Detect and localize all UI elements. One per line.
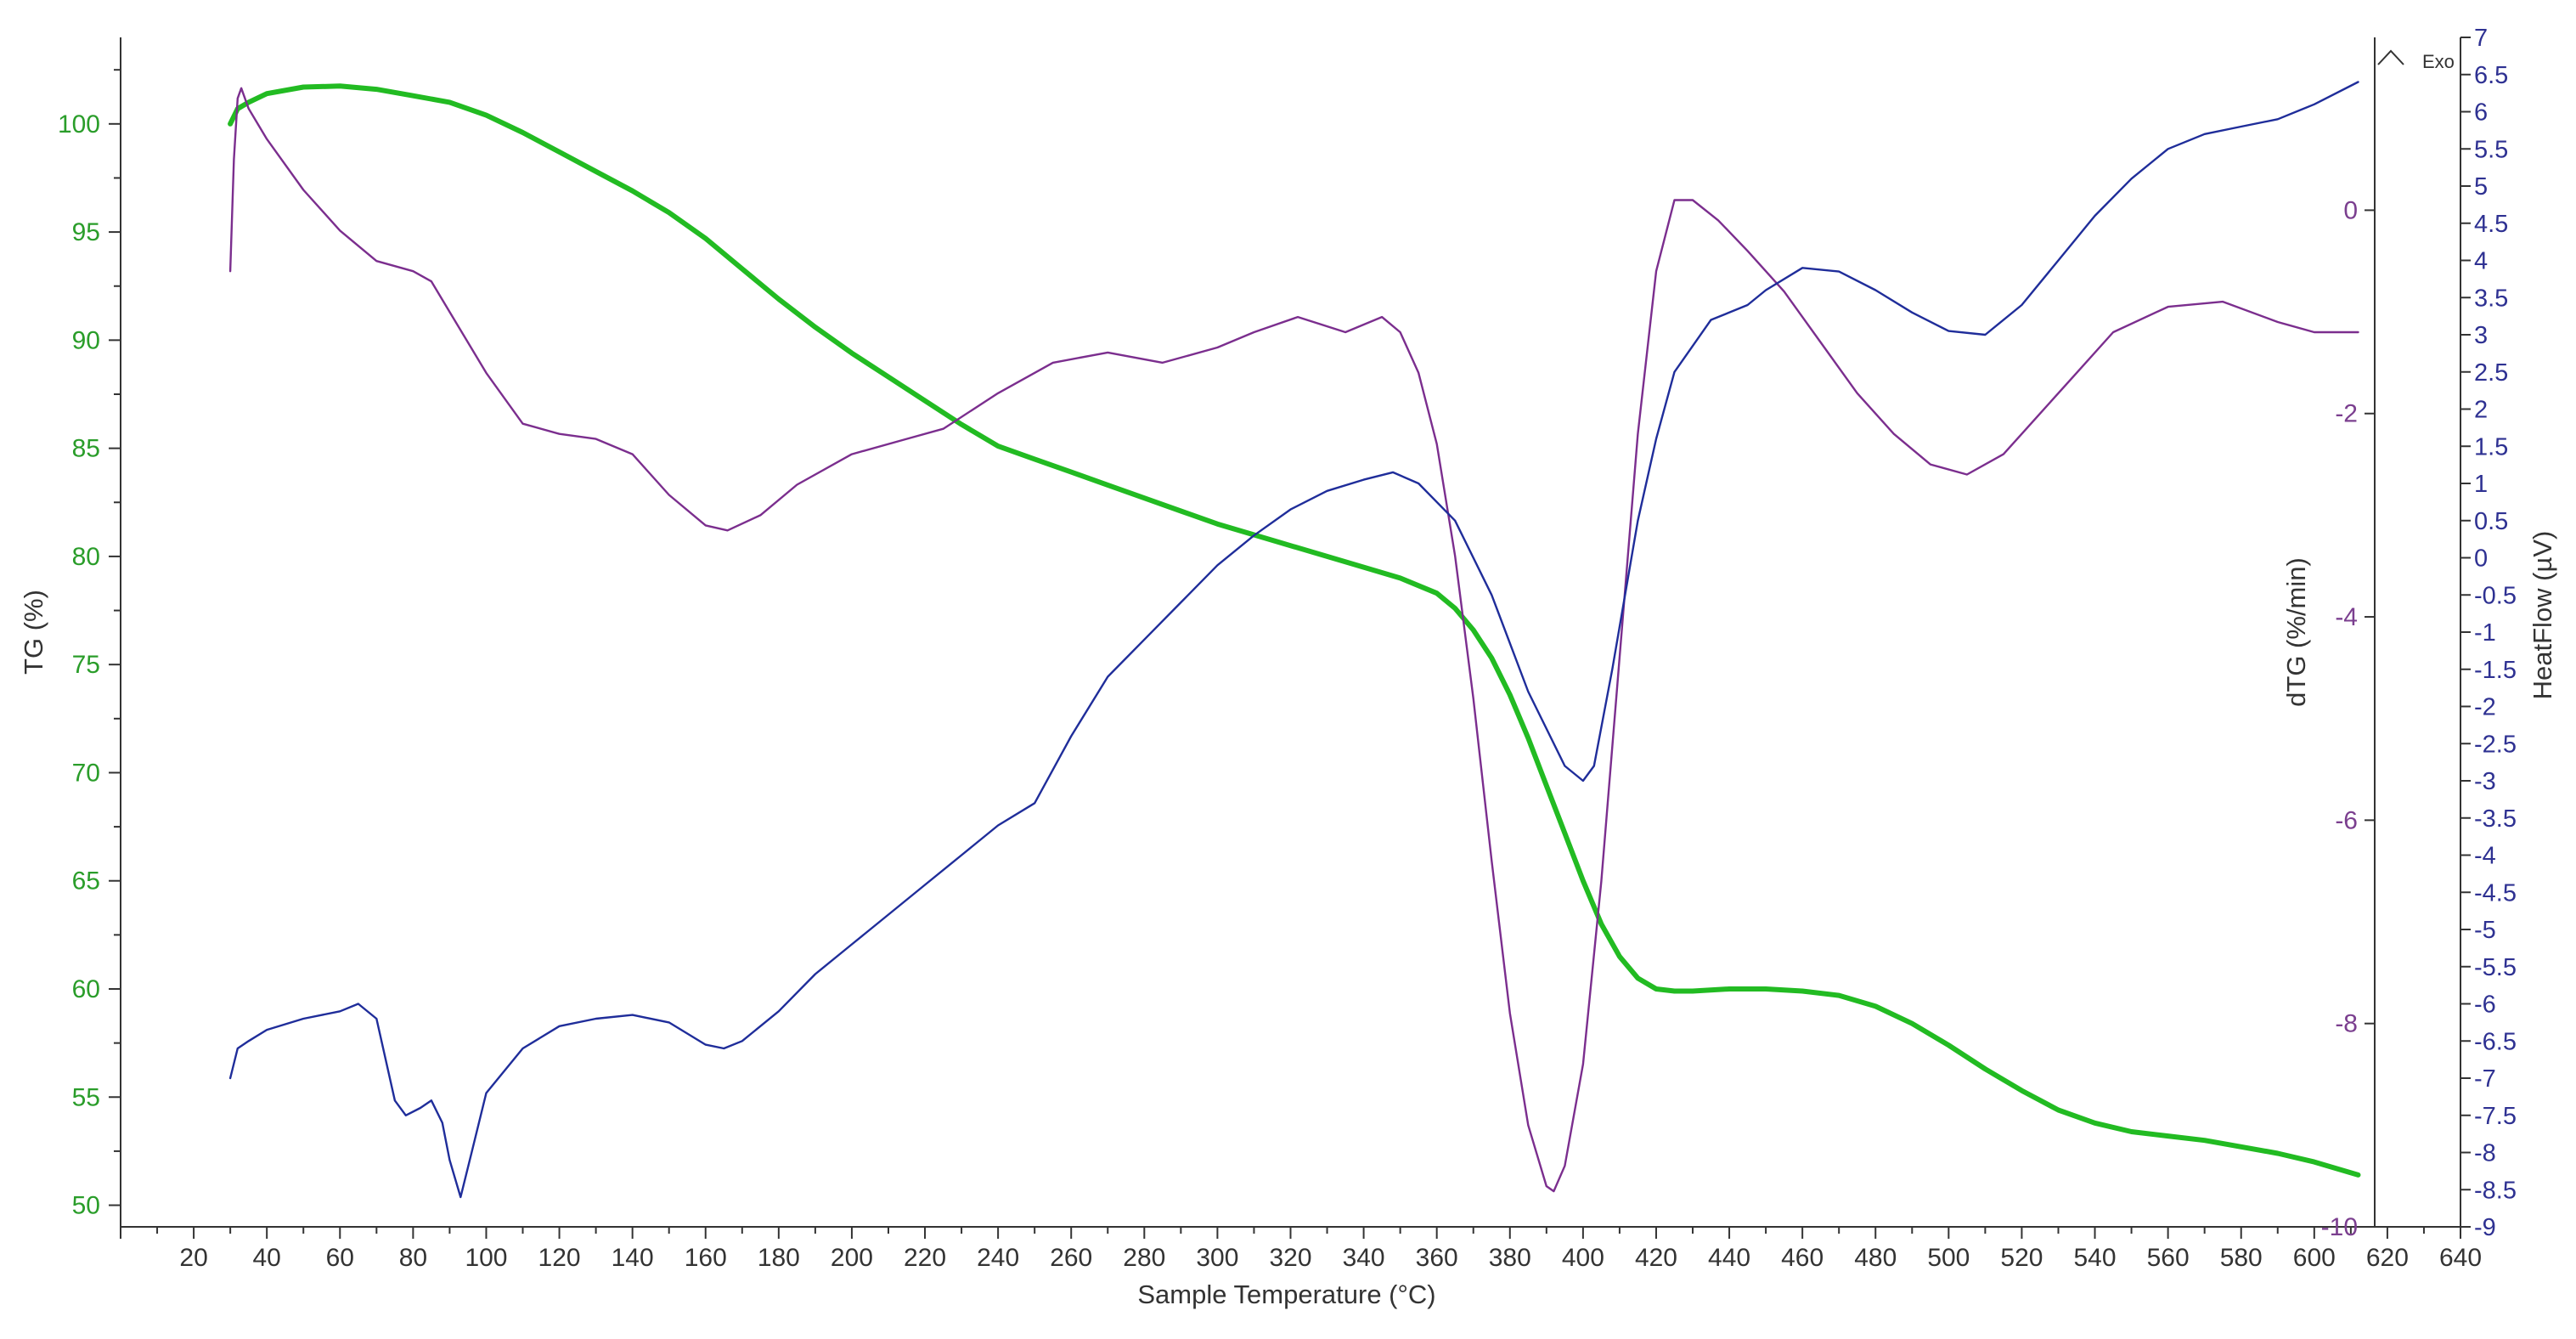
x-tick-label: 540 bbox=[2074, 1244, 2117, 1272]
heatflow-tick-label: 0 bbox=[2474, 545, 2488, 573]
x-tick-label: 520 bbox=[2000, 1244, 2043, 1272]
heatflow-tick-label: 3.5 bbox=[2474, 285, 2508, 312]
x-tick-label: 240 bbox=[977, 1244, 1019, 1272]
tg-tick-label: 65 bbox=[72, 867, 100, 895]
x-tick-label: 220 bbox=[904, 1244, 946, 1272]
heatflow-tick-label: 7 bbox=[2474, 25, 2488, 52]
x-tick-label: 140 bbox=[612, 1244, 654, 1272]
x-axis-title: Sample Temperature (°C) bbox=[1137, 1280, 1435, 1309]
dtg-tick-label: 0 bbox=[2343, 196, 2358, 224]
x-tick-label: 500 bbox=[1927, 1244, 1970, 1272]
x-tick-label: 80 bbox=[399, 1244, 427, 1272]
x-tick-label: 40 bbox=[253, 1244, 281, 1272]
heatflow-tick-label: -5 bbox=[2474, 917, 2496, 944]
series-layer bbox=[228, 81, 2361, 1199]
heatflow-tick-label: -7.5 bbox=[2474, 1103, 2517, 1130]
dtg-series-line bbox=[228, 87, 2359, 1193]
x-tick-label: 600 bbox=[2293, 1244, 2336, 1272]
tg-axis-title: TG (%) bbox=[19, 590, 48, 675]
x-tick-label: 200 bbox=[831, 1244, 873, 1272]
exo-label: Exo bbox=[2422, 51, 2455, 72]
labels-layer: Sample Temperature (°C) TG (%) dTG (%/mi… bbox=[19, 49, 2557, 1309]
x-tick-label: 260 bbox=[1050, 1244, 1092, 1272]
heatflow-tick-label: -7 bbox=[2474, 1065, 2496, 1093]
heatflow-tick-label: 4 bbox=[2474, 248, 2488, 275]
tg-tick-label: 70 bbox=[72, 759, 100, 787]
x-tick-label: 300 bbox=[1196, 1244, 1238, 1272]
heatflow-tick-label: -1 bbox=[2474, 619, 2496, 647]
x-tick-label: 160 bbox=[685, 1244, 727, 1272]
heatflow-tick-label: -1.5 bbox=[2474, 657, 2517, 684]
x-tick-label: 180 bbox=[758, 1244, 800, 1272]
tg-tick-label: 95 bbox=[72, 218, 100, 246]
dtg-tick-label: -4 bbox=[2335, 603, 2358, 631]
heatflow-tick-label: -6.5 bbox=[2474, 1028, 2517, 1055]
dtg-tick-label: -2 bbox=[2335, 400, 2358, 428]
x-tick-label: 560 bbox=[2147, 1244, 2190, 1272]
axes-layer: 20 40 60 80 100 120 140 160 180 200 220 240 260 280 30… bbox=[58, 25, 2517, 1272]
heatflow-tick-label: -8 bbox=[2474, 1140, 2496, 1167]
heatflow-tick-label: 0.5 bbox=[2474, 508, 2508, 535]
x-tick-label: 400 bbox=[1562, 1244, 1604, 1272]
heatflow-tick-label: 1 bbox=[2474, 471, 2488, 498]
heatflow-tick-label: -4.5 bbox=[2474, 879, 2517, 907]
x-tick-label: 280 bbox=[1123, 1244, 1165, 1272]
x-tick-label: 100 bbox=[465, 1244, 507, 1272]
heatflow-tick-label: -3 bbox=[2474, 768, 2496, 795]
heatflow-tick-label: 6 bbox=[2474, 99, 2488, 127]
heatflow-tick-label: -0.5 bbox=[2474, 582, 2517, 609]
x-tick-label: 580 bbox=[2220, 1244, 2263, 1272]
tg-series-line bbox=[228, 83, 2361, 1178]
heatflow-tick-label: -5.5 bbox=[2474, 954, 2517, 981]
x-tick-label: 380 bbox=[1489, 1244, 1531, 1272]
heatflow-tick-label: 5.5 bbox=[2474, 136, 2508, 163]
heatflow-tick-label: 2 bbox=[2474, 397, 2488, 424]
heatflow-tick-label: 4.5 bbox=[2474, 211, 2508, 238]
heatflow-series-line bbox=[228, 81, 2359, 1199]
x-tick-label: 20 bbox=[179, 1244, 207, 1272]
caret-up-icon bbox=[2377, 49, 2404, 65]
heatflow-tick-label: -8.5 bbox=[2474, 1177, 2517, 1204]
heatflow-tick-label: -2 bbox=[2474, 694, 2496, 721]
x-tick-label: 60 bbox=[326, 1244, 354, 1272]
tg-tick-label: 55 bbox=[72, 1083, 100, 1111]
heatflow-tick-label: -3.5 bbox=[2474, 805, 2517, 833]
x-tick-label: 480 bbox=[1854, 1244, 1897, 1272]
dtg-tick-label: -8 bbox=[2335, 1010, 2358, 1038]
tg-tick-label: 85 bbox=[72, 435, 100, 463]
heatflow-tick-label: 1.5 bbox=[2474, 433, 2508, 460]
heatflow-tick-label: 5 bbox=[2474, 173, 2488, 201]
x-tick-label: 420 bbox=[1635, 1244, 1677, 1272]
heatflow-axis-title: HeatFlow (µV) bbox=[2528, 531, 2557, 700]
x-tick-label: 360 bbox=[1416, 1244, 1458, 1272]
tg-tick-label: 80 bbox=[72, 543, 100, 571]
x-tick-label: 340 bbox=[1343, 1244, 1385, 1272]
heatflow-tick-label: 2.5 bbox=[2474, 359, 2508, 387]
heatflow-tick-label: 3 bbox=[2474, 322, 2488, 349]
tg-tick-label: 100 bbox=[58, 110, 100, 138]
heatflow-tick-label: -2.5 bbox=[2474, 731, 2517, 758]
heatflow-tick-label: -4 bbox=[2474, 843, 2496, 870]
x-tick-label: 620 bbox=[2366, 1244, 2409, 1272]
heatflow-tick-label: 6.5 bbox=[2474, 62, 2508, 89]
heatflow-tick-label: -6 bbox=[2474, 992, 2496, 1019]
x-tick-label: 440 bbox=[1708, 1244, 1750, 1272]
heatflow-tick-label: -9 bbox=[2474, 1214, 2496, 1241]
tg-tick-label: 60 bbox=[72, 975, 100, 1003]
dtg-axis-title: dTG (%/min) bbox=[2281, 557, 2311, 707]
x-tick-label: 320 bbox=[1269, 1244, 1311, 1272]
x-tick-label: 640 bbox=[2439, 1244, 2482, 1272]
tg-tick-label: 50 bbox=[72, 1192, 100, 1220]
dtg-tick-label: -10 bbox=[2321, 1213, 2358, 1241]
tg-tick-label: 90 bbox=[72, 326, 100, 354]
x-tick-label: 120 bbox=[538, 1244, 581, 1272]
x-tick-label: 460 bbox=[1781, 1244, 1823, 1272]
dtg-tick-label: -6 bbox=[2335, 806, 2358, 834]
tg-tick-label: 75 bbox=[72, 651, 100, 679]
